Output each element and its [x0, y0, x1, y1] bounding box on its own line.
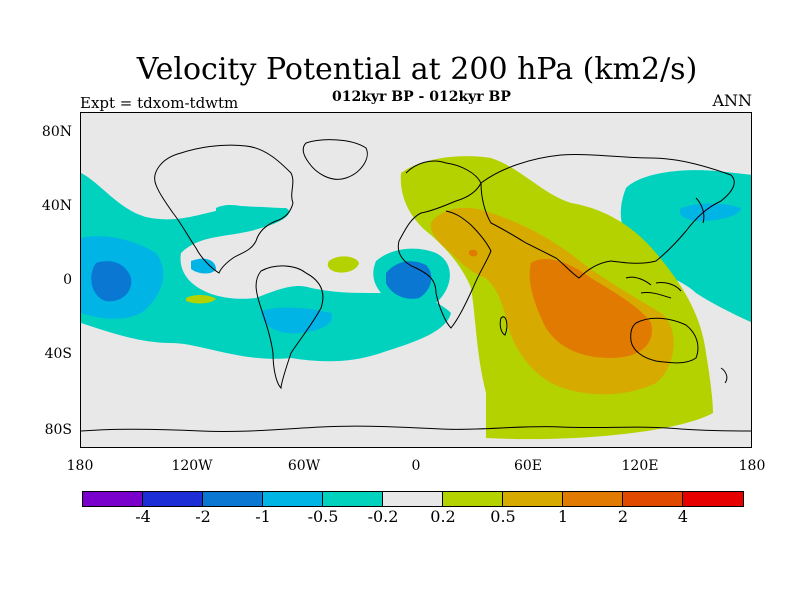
- contour-io-pos-1: [529, 258, 652, 358]
- colorbar-label: 4: [677, 507, 689, 526]
- coast-south-america: [255, 265, 324, 390]
- contour-pacific-neg-02: [81, 173, 451, 362]
- plot-subtitle: 012kyr BP - 012kyr BP: [332, 89, 511, 105]
- x-tick-label: 180: [66, 458, 94, 474]
- contour-wpac-neg-05: [679, 203, 741, 221]
- colorbar-swatch: [503, 492, 563, 506]
- colorbar-swatch: [83, 492, 143, 506]
- contour-atl-pos-02: [327, 256, 359, 273]
- colorbar-label: -2: [195, 507, 211, 526]
- colorbar-label: -0.5: [307, 507, 339, 526]
- colorbar-label: 1: [557, 507, 569, 526]
- x-tick-label: 180: [738, 458, 766, 474]
- experiment-label: Expt = tdxom-tdwtm: [80, 94, 239, 112]
- y-tick-label: 80N: [41, 124, 72, 140]
- colorbar-label: 0.2: [430, 507, 456, 526]
- contour-pacific-neg-1: [91, 261, 132, 302]
- coast-greenland: [302, 139, 368, 180]
- colorbar-swatch: [323, 492, 383, 506]
- contour-pacific-neg-05b: [261, 307, 332, 334]
- y-tick-label: 40N: [41, 198, 72, 214]
- y-tick-label: 80S: [44, 422, 72, 438]
- x-tick-label: 60W: [287, 458, 321, 474]
- coast-japan: [695, 197, 705, 224]
- coastlines: [81, 139, 751, 433]
- colorbar-label: -0.2: [367, 507, 399, 526]
- plot-title: Velocity Potential at 200 hPa (km2/s): [136, 52, 698, 87]
- colorbar-label: 2: [617, 507, 629, 526]
- x-tick-label: 0: [411, 458, 421, 474]
- colorbar-swatch: [383, 492, 443, 506]
- contour-na-neg-small: [216, 205, 251, 217]
- map-canvas: [81, 113, 751, 447]
- x-tick-label: 120E: [621, 458, 659, 474]
- colorbar-swatch: [203, 492, 263, 506]
- y-tick-label: 0: [63, 272, 72, 288]
- y-tick-label: 40S: [44, 346, 72, 362]
- contour-na-neg-05: [191, 258, 216, 274]
- coast-antarctica: [81, 425, 751, 433]
- x-tick-label: 60E: [513, 458, 543, 474]
- coast-maritime-continent: [625, 276, 682, 299]
- coast-madagascar: [499, 316, 508, 336]
- x-tick-label: 120W: [171, 458, 213, 474]
- colorbar-swatch: [143, 492, 203, 506]
- colorbar-swatch: [263, 492, 323, 506]
- contour-io-pos-small: [468, 249, 478, 257]
- contour-pac-pos-02: [186, 295, 216, 304]
- colorbar-label: -1: [255, 507, 271, 526]
- season-label: ANN: [712, 91, 752, 110]
- coast-asia: [480, 154, 735, 279]
- coast-new-zealand: [720, 367, 728, 384]
- coast-north-america: [154, 144, 294, 274]
- colorbar-swatch: [563, 492, 623, 506]
- coast-australia: [630, 317, 699, 364]
- colorbar-label: 0.5: [490, 507, 516, 526]
- colorbar-swatch: [683, 492, 743, 506]
- colorbar-swatch: [443, 492, 503, 506]
- colorbar-swatch: [623, 492, 683, 506]
- colorbar: [82, 491, 744, 507]
- map-panel: [80, 112, 752, 448]
- colorbar-label: -4: [135, 507, 151, 526]
